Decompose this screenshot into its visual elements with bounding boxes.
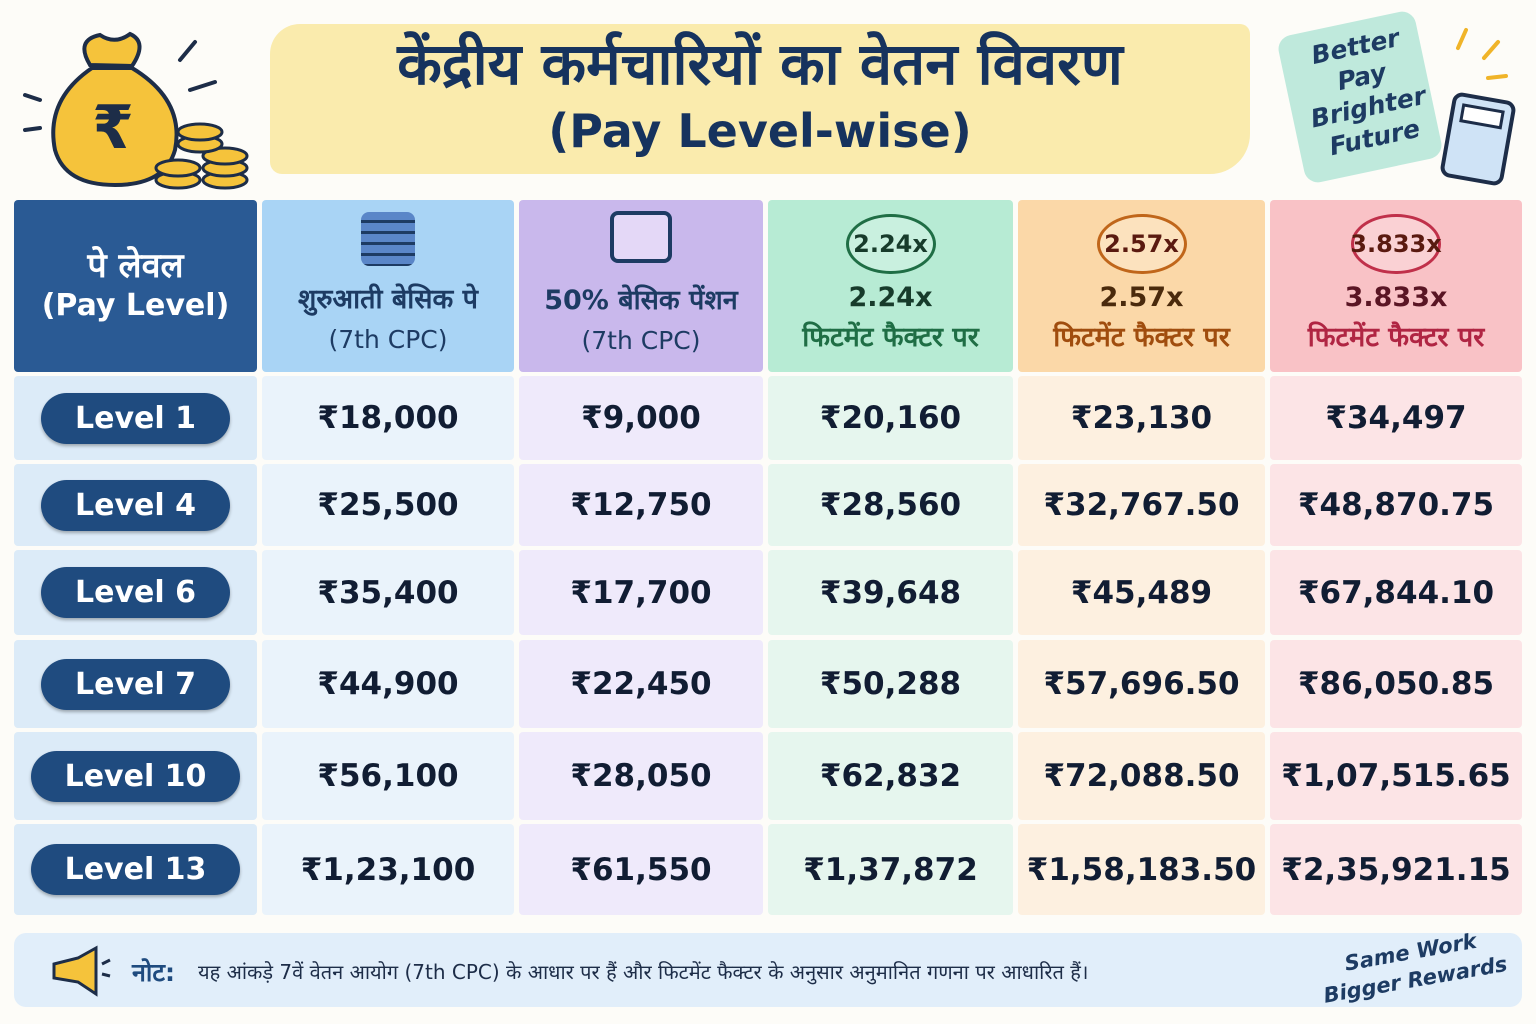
value-cell: ₹20,160 [768,376,1013,460]
value-cell: ₹2,35,921.15 [1270,824,1522,915]
level-cell: Level 13 [14,824,257,915]
note-label: नोट: [132,958,175,987]
header-cell: 2.24x 2.24x फिटमेंट फैक्टर पर [768,200,1013,372]
factor-badge: 2.57x [1096,214,1187,274]
badge-text: Better Pay Brighter Future [1289,18,1442,166]
value-cell: ₹18,000 [262,376,514,460]
header-cell: 3.833x 3.833x फिटमेंट फैक्टर पर [1270,200,1522,372]
level-cell: Level 7 [14,640,257,728]
header-cell: पे लेवल (Pay Level) [14,200,257,372]
header-cell: 50% बेसिक पेंशन (7th CPC) [519,200,763,372]
level-pill: Level 7 [41,658,230,710]
level-pill: Level 1 [41,392,230,444]
level-cell: Level 10 [14,732,257,820]
level-cell: Level 6 [14,550,257,635]
value-cell: ₹1,58,183.50 [1018,824,1265,915]
factor-badge: 2.24x [845,214,936,274]
header-cell: शुरुआती बेसिक पे (7th CPC) [262,200,514,372]
value-cell: ₹44,900 [262,640,514,728]
value-cell: ₹72,088.50 [1018,732,1265,820]
value-cell: ₹28,560 [768,464,1013,546]
level-pill: Level 6 [41,567,230,618]
value-cell: ₹28,050 [519,732,763,820]
header-line: शुरुआती बेसिक पे [297,284,479,315]
value-cell: ₹1,37,872 [768,824,1013,915]
header-line: 50% बेसिक पेंशन [544,285,738,316]
value-cell: ₹62,832 [768,732,1013,820]
header-line: (Pay Level) [41,288,230,323]
header-line: 2.24x [848,282,933,313]
value-cell: ₹1,23,100 [262,824,514,915]
header-line: (7th CPC) [328,325,448,354]
header-line: पे लेवल [87,246,184,286]
value-cell: ₹61,550 [519,824,763,915]
header-line: 2.57x [1099,282,1184,313]
coins-icon [361,212,415,266]
header-line: 3.833x [1344,282,1448,313]
value-cell: ₹35,400 [262,550,514,635]
value-cell: ₹57,696.50 [1018,640,1265,728]
value-cell: ₹17,700 [519,550,763,635]
wallet-icon [610,211,672,263]
header-line: फिटमेंट फैक्टर पर [1053,322,1230,353]
value-cell: ₹86,050.85 [1270,640,1522,728]
header-line: (7th CPC) [581,326,701,355]
value-cell: ₹12,750 [519,464,763,546]
calculator-icon [1440,28,1516,186]
value-cell: ₹34,497 [1270,376,1522,460]
value-cell: ₹23,130 [1018,376,1265,460]
header-cell: 2.57x 2.57x फिटमेंट फैक्टर पर [1018,200,1265,372]
value-cell: ₹50,288 [768,640,1013,728]
factor-badge: 3.833x [1350,214,1442,274]
value-cell: ₹1,07,515.65 [1270,732,1522,820]
note-text: यह आंकड़े 7वें वेतन आयोग (7th CPC) के आध… [198,960,1089,984]
title: केंद्रीय कर्मचारियों का वेतन विवरण [397,30,1123,98]
subtitle: (Pay Level-wise) [548,104,972,158]
header-line: फिटमेंट फैक्टर पर [1307,322,1485,353]
megaphone-icon [52,945,111,997]
level-pill: Level 13 [30,844,241,895]
value-cell: ₹45,489 [1018,550,1265,635]
value-cell: ₹22,450 [519,640,763,728]
level-cell: Level 1 [14,376,257,460]
value-cell: ₹48,870.75 [1270,464,1522,546]
value-cell: ₹9,000 [519,376,763,460]
note-box [14,933,1522,1007]
value-cell: ₹39,648 [768,550,1013,635]
level-pill: Level 10 [30,750,241,802]
value-cell: ₹32,767.50 [1018,464,1265,546]
title-banner [270,24,1250,174]
svg-text:₹: ₹ [92,93,134,163]
header-line: फिटमेंट फैक्टर पर [802,322,979,353]
value-cell: ₹56,100 [262,732,514,820]
level-pill: Level 4 [41,479,230,531]
value-cell: ₹67,844.10 [1270,550,1522,635]
level-cell: Level 4 [14,464,257,546]
money-bag-icon: ₹ [23,31,249,190]
value-cell: ₹25,500 [262,464,514,546]
